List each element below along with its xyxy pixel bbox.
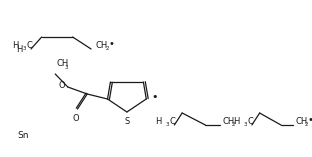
Text: 2: 2 — [105, 46, 109, 51]
Text: 3: 3 — [65, 65, 68, 70]
Text: H: H — [155, 117, 162, 126]
Text: 3: 3 — [22, 46, 26, 51]
Text: CH: CH — [56, 59, 68, 68]
Text: CH: CH — [96, 41, 108, 50]
Text: S: S — [124, 117, 129, 126]
Text: C: C — [26, 41, 32, 50]
Text: O: O — [58, 81, 65, 90]
Text: O: O — [72, 114, 79, 123]
Text: CH: CH — [295, 117, 308, 126]
Text: •: • — [109, 39, 115, 49]
Text: H: H — [12, 41, 18, 50]
Text: 2: 2 — [304, 122, 308, 127]
Text: 3: 3 — [243, 122, 247, 127]
Text: C: C — [169, 117, 175, 126]
Text: Sn: Sn — [17, 130, 29, 140]
Text: 3: 3 — [166, 122, 169, 127]
Text: •: • — [307, 115, 312, 125]
Text: 2: 2 — [232, 122, 235, 127]
Text: H: H — [233, 117, 239, 126]
Text: H: H — [16, 44, 22, 54]
Text: C: C — [247, 117, 253, 126]
Text: •: • — [151, 92, 158, 102]
Text: CH: CH — [223, 117, 235, 126]
